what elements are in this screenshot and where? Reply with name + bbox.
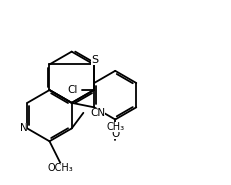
Text: N: N [19, 123, 27, 133]
Text: Cl: Cl [67, 85, 78, 95]
Text: S: S [91, 55, 98, 65]
Text: CH₃: CH₃ [106, 122, 124, 132]
Text: OCH₃: OCH₃ [47, 163, 73, 173]
Text: CN: CN [90, 108, 105, 118]
Text: O: O [111, 129, 119, 139]
